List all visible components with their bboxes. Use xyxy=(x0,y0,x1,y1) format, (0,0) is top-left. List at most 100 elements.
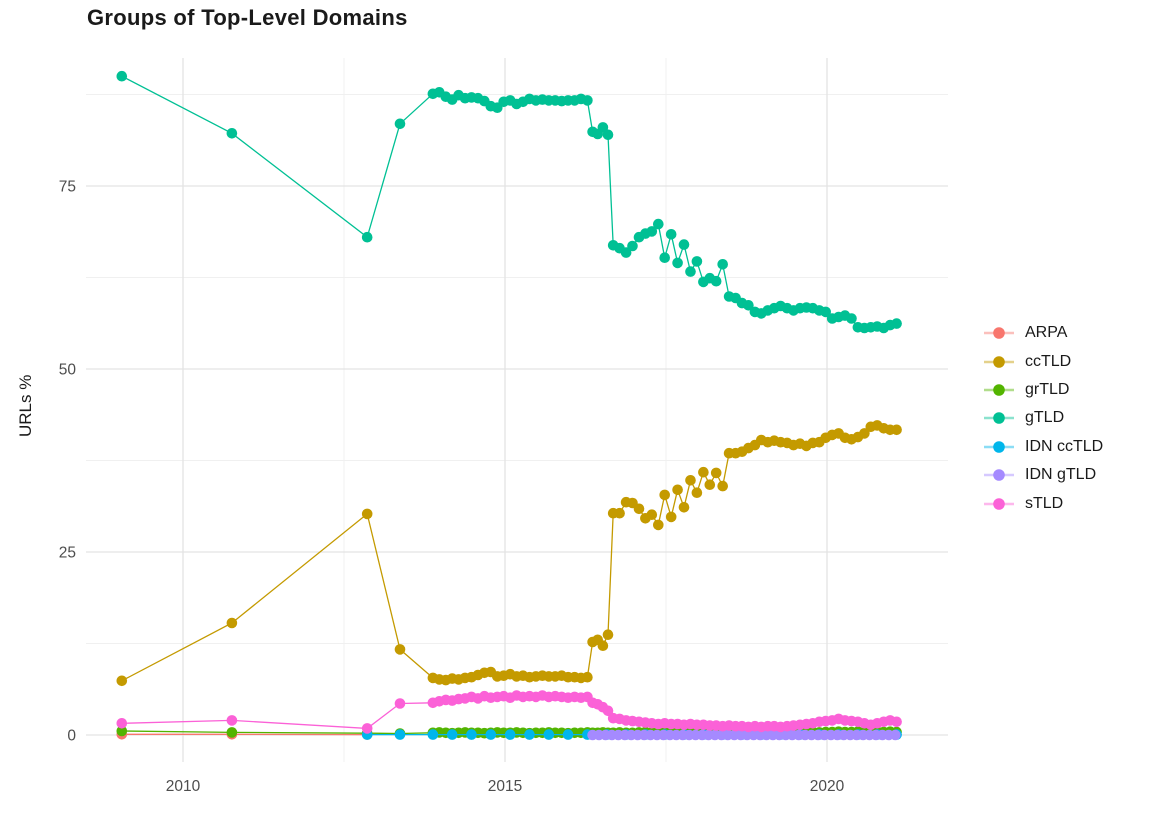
data-point xyxy=(710,467,722,479)
data-point xyxy=(394,698,406,709)
data-point xyxy=(691,487,703,499)
legend-item-arpa: ARPA xyxy=(982,319,1103,347)
y-tick-label: 50 xyxy=(59,362,77,379)
legend-label: gTLD xyxy=(1025,409,1065,427)
legend-label: grTLD xyxy=(1025,380,1070,398)
data-point xyxy=(665,511,677,523)
data-point xyxy=(361,723,373,734)
data-point xyxy=(710,275,722,287)
data-point xyxy=(672,484,683,496)
legend-key-icon xyxy=(984,327,1014,339)
series-idn-gtld xyxy=(587,729,901,741)
series-arpa xyxy=(116,729,373,740)
x-tick-label: 2010 xyxy=(166,778,201,795)
data-point xyxy=(846,313,857,324)
data-point xyxy=(627,240,638,252)
legend-label: ARPA xyxy=(1025,324,1068,342)
data-point xyxy=(394,729,406,740)
legend-item-grtld: grTLD xyxy=(982,376,1103,404)
data-point xyxy=(743,300,754,311)
series-cctld xyxy=(116,420,902,687)
data-point xyxy=(672,257,683,269)
data-point xyxy=(116,675,128,687)
legend-key-icon xyxy=(984,412,1014,425)
data-point xyxy=(524,729,535,740)
legend-key-icon xyxy=(984,497,1014,510)
data-point xyxy=(890,729,901,741)
legend-item-stld: sTLD xyxy=(982,489,1103,517)
data-point xyxy=(602,629,614,640)
gridlines xyxy=(86,58,948,762)
data-point xyxy=(394,644,406,655)
chart-title: Groups of Top-Level Domains xyxy=(87,5,408,30)
legend-label: ccTLD xyxy=(1025,352,1072,370)
x-tick-label: 2020 xyxy=(810,778,845,795)
data-point xyxy=(504,729,516,740)
legend-key-icon xyxy=(984,355,1014,368)
legend-label: IDN ccTLD xyxy=(1025,437,1104,455)
legend-item-gtld: gTLD xyxy=(982,404,1103,432)
data-point xyxy=(653,519,664,531)
data-point xyxy=(361,508,373,520)
data-point xyxy=(226,617,238,629)
data-point xyxy=(891,716,902,728)
data-point xyxy=(678,502,690,513)
y-tick-label: 25 xyxy=(59,545,76,562)
data-point xyxy=(226,727,238,738)
data-point xyxy=(859,428,870,439)
data-point xyxy=(659,489,670,501)
data-point xyxy=(361,231,373,243)
data-point xyxy=(717,259,728,270)
series-line xyxy=(121,424,897,682)
series-line xyxy=(121,75,897,329)
data-point xyxy=(116,70,128,82)
data-point xyxy=(646,509,658,520)
series-gtld xyxy=(116,70,902,334)
data-point xyxy=(602,705,614,717)
data-point xyxy=(704,479,716,491)
legend: ARPA ccTLD grTLD gTLD IDN ccTLD IDN gTLD sTLD xyxy=(982,319,1103,518)
data-point xyxy=(485,729,497,740)
data-point xyxy=(678,239,690,250)
data-point xyxy=(582,95,593,106)
data-point xyxy=(685,475,696,486)
data-point xyxy=(116,718,128,729)
legend-key-icon xyxy=(984,440,1014,453)
data-point xyxy=(659,252,670,263)
axis-tick-labels: 0 25 50 75 2010 2015 2020 xyxy=(59,179,845,796)
y-tick-label: 0 xyxy=(67,728,76,745)
data-point xyxy=(698,466,709,478)
data-point xyxy=(427,729,439,740)
data-point xyxy=(446,729,458,740)
data-point xyxy=(602,129,614,141)
data-point xyxy=(226,715,238,726)
data-point xyxy=(653,218,664,230)
data-point xyxy=(620,247,632,258)
legend-item-idn-cctld: IDN ccTLD xyxy=(982,433,1103,461)
data-point xyxy=(614,507,625,519)
data-point xyxy=(633,503,645,515)
data-point xyxy=(665,229,677,240)
data-point xyxy=(562,729,574,740)
legend-label: sTLD xyxy=(1025,494,1064,512)
series-stld xyxy=(116,690,902,734)
data-point xyxy=(691,256,703,267)
data-point xyxy=(466,729,477,740)
data-point xyxy=(226,128,238,139)
y-tick-label: 75 xyxy=(59,179,76,196)
data-point xyxy=(394,118,406,130)
data-point xyxy=(543,729,555,740)
legend-item-idn-gtld: IDN gTLD xyxy=(982,461,1103,489)
legend-key-icon xyxy=(984,384,1014,396)
data-point xyxy=(646,226,658,237)
x-tick-label: 2015 xyxy=(488,778,522,795)
legend-key-icon xyxy=(984,469,1014,481)
data-point xyxy=(597,640,609,651)
data-point xyxy=(891,424,902,436)
data-point xyxy=(116,725,128,737)
data-point xyxy=(891,318,902,329)
legend-item-cctld: ccTLD xyxy=(982,347,1103,375)
legend-label: IDN gTLD xyxy=(1025,466,1097,484)
